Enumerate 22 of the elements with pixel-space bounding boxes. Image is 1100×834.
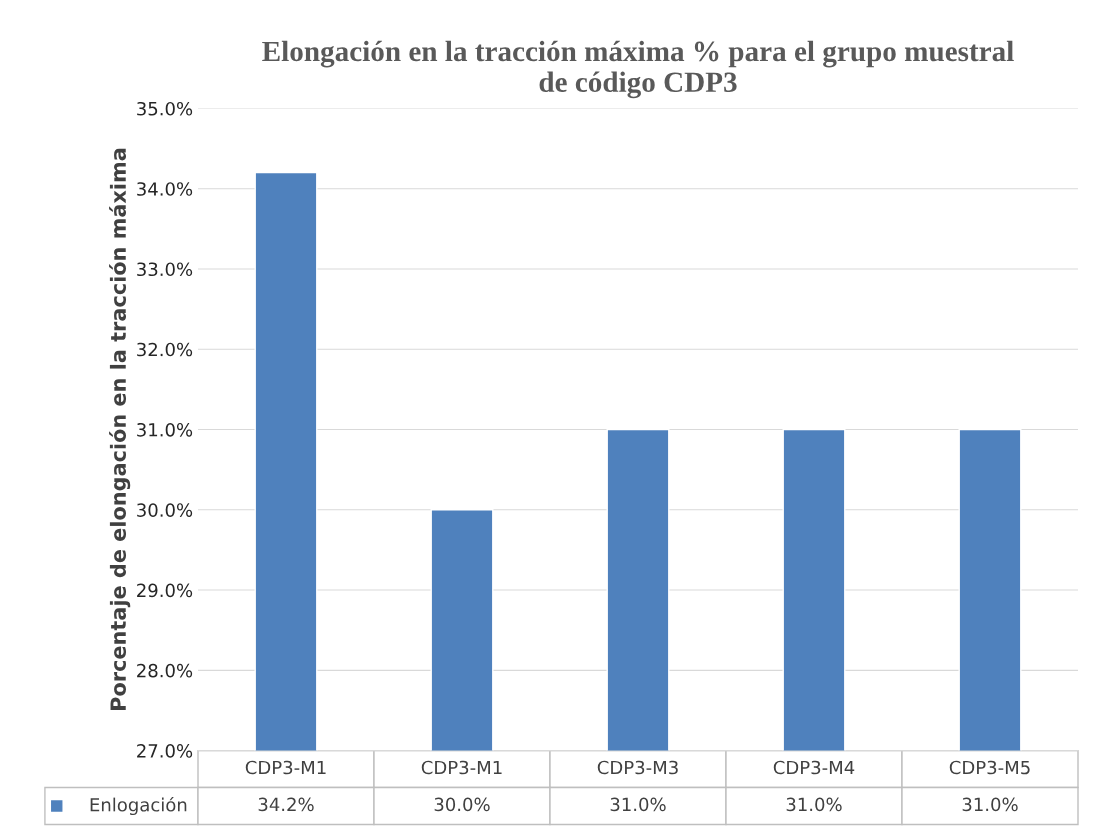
- data-label: 31.0%: [786, 797, 842, 812]
- y-tick-label: 35.0%: [137, 101, 193, 116]
- x-tick-label: CDP3-M4: [773, 760, 855, 775]
- data-label: 34.2%: [258, 797, 314, 812]
- data-label: 31.0%: [610, 797, 666, 812]
- chart-title: Elongación en la tracción máxima % para el grupo muestral de código CDP3: [262, 40, 1014, 99]
- data-label: 30.0%: [434, 797, 490, 812]
- data-label: 31.0%: [962, 797, 1018, 812]
- legend-label: Enlogación: [90, 796, 187, 816]
- x-tick-label: CDP3-M5: [949, 760, 1030, 775]
- y-tick-label: 31.0%: [137, 422, 193, 437]
- y-tick-label: 27.0%: [137, 744, 193, 758]
- y-tick-label: 28.0%: [137, 663, 193, 678]
- x-tick-label: CDP3-M1: [421, 760, 502, 775]
- y-tick-label: 34.0%: [137, 182, 193, 196]
- y-tick-label: 32.0%: [137, 342, 193, 357]
- y-tick-label: 29.0%: [137, 583, 193, 598]
- y-tick-label: 30.0%: [137, 503, 193, 517]
- y-axis-title: Porcentaje de elongación en la tracción máxima: [109, 148, 131, 710]
- x-tick-label: CDP3-M3: [597, 760, 678, 775]
- y-tick-label: 33.0%: [137, 262, 193, 277]
- x-tick-label: CDP3-M1: [245, 760, 326, 775]
